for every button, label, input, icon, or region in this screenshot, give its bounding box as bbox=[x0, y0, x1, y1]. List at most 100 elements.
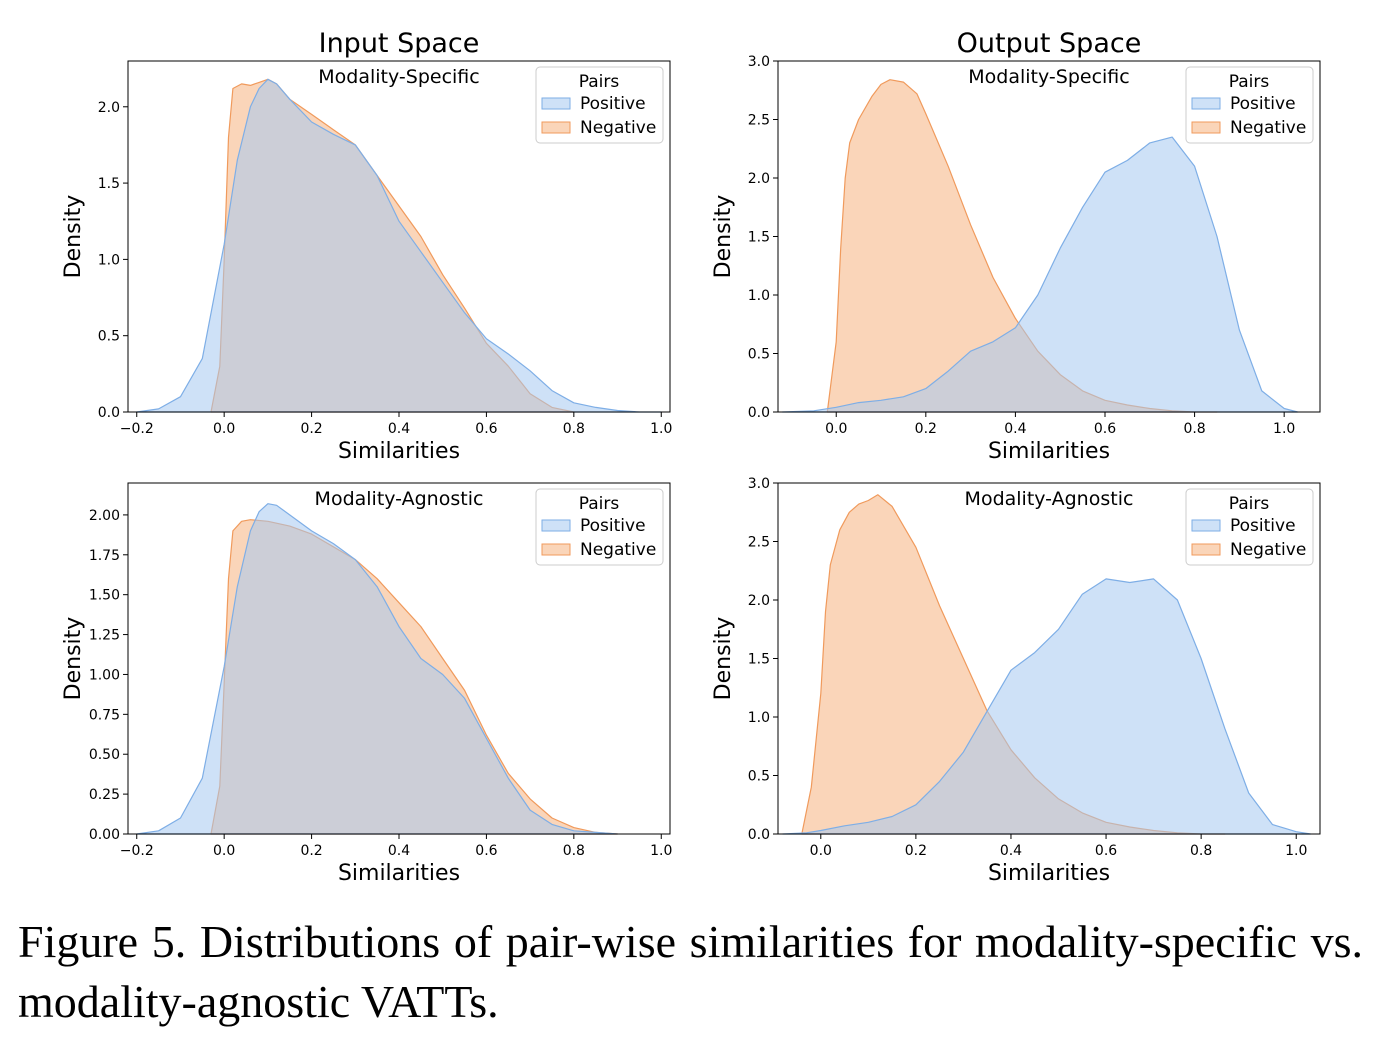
y-tick-label: 0.0 bbox=[98, 405, 120, 421]
legend-label-positive: Positive bbox=[1230, 516, 1296, 536]
x-tick-label: 0.6 bbox=[475, 843, 497, 859]
legend-label-positive: Positive bbox=[1230, 94, 1296, 114]
y-tick-label: 0.50 bbox=[89, 747, 120, 763]
y-tick-label: 2.5 bbox=[748, 113, 770, 129]
legend-label-negative: Negative bbox=[1230, 540, 1306, 560]
x-tick-label: 0.2 bbox=[300, 843, 322, 859]
y-tick-label: 0.5 bbox=[748, 769, 770, 785]
y-tick-label: 0.75 bbox=[89, 707, 120, 723]
positive-density-area bbox=[782, 578, 1312, 835]
legend-title: Pairs bbox=[1229, 494, 1270, 514]
x-tick-label: 0.0 bbox=[810, 843, 832, 859]
y-tick-label: 1.0 bbox=[748, 710, 770, 726]
legend-swatch-positive bbox=[541, 97, 571, 110]
y-tick-label: 1.50 bbox=[89, 588, 120, 604]
y-tick-label: 1.25 bbox=[89, 628, 120, 644]
x-tick-label: 1.0 bbox=[650, 421, 672, 437]
x-tick-label: 0.6 bbox=[1095, 843, 1117, 859]
y-tick-label: 0.0 bbox=[748, 827, 770, 843]
x-tick-label: 0.4 bbox=[388, 421, 410, 437]
y-axis-label: Density bbox=[61, 617, 86, 701]
y-tick-label: 0.00 bbox=[89, 827, 120, 843]
chart-input-agnostic: −0.2 0.0 0.2 0.4 0.6 0.8 1.0 0.00 0.25 0.50 0.75 1.… bbox=[61, 482, 672, 886]
legend-title: Pairs bbox=[1229, 72, 1270, 92]
legend-swatch-positive bbox=[541, 519, 571, 532]
legend-swatch-negative bbox=[1191, 121, 1221, 134]
figure-svg: Input Space Output Space −0.2 0.0 0.2 0.4 0.… bbox=[61, 28, 1321, 886]
y-tick-label: 0.0 bbox=[748, 405, 770, 421]
x-tick-label: 0.4 bbox=[1004, 421, 1026, 437]
legend-label-positive: Positive bbox=[580, 94, 646, 114]
legend-label-negative: Negative bbox=[580, 118, 656, 138]
legend-title: Pairs bbox=[579, 494, 620, 514]
x-tick-label: 0.0 bbox=[213, 843, 235, 859]
x-tick-label: 0.8 bbox=[563, 421, 585, 437]
y-tick-label: 1.0 bbox=[98, 252, 120, 268]
x-tick-label: 0.6 bbox=[475, 421, 497, 437]
chart-title: Modality-Specific bbox=[968, 66, 1129, 88]
chart-panels: −0.2 0.0 0.2 0.4 0.6 0.8 1.00.00.51.01.52.0Sim… bbox=[61, 54, 1321, 886]
x-tick-label: 1.0 bbox=[1285, 843, 1307, 859]
legend-title: Pairs bbox=[579, 72, 620, 92]
x-tick-label: 0.8 bbox=[1190, 843, 1212, 859]
y-tick-label: 2.5 bbox=[748, 535, 770, 551]
y-axis-label: Density bbox=[61, 195, 86, 279]
legend-swatch-negative bbox=[541, 543, 571, 556]
y-tick-label: 0.25 bbox=[89, 787, 120, 803]
x-tick-label: −0.2 bbox=[120, 843, 154, 859]
chart-input-specific: −0.2 0.0 0.2 0.4 0.6 0.8 1.00.00.51.01.52.0Sim… bbox=[61, 60, 672, 464]
x-tick-label: 1.0 bbox=[1273, 421, 1295, 437]
x-axis-label: Similarities bbox=[338, 439, 460, 464]
legend-swatch-negative bbox=[1191, 543, 1221, 556]
x-tick-label: −0.2 bbox=[120, 421, 154, 437]
y-tick-label: 2.0 bbox=[748, 171, 770, 187]
figure-caption: Figure 5. Distributions of pair-wise sim… bbox=[18, 916, 1363, 1027]
x-tick-label: 0.4 bbox=[388, 843, 410, 859]
x-tick-label: 0.4 bbox=[1000, 843, 1022, 859]
y-tick-label: 1.00 bbox=[89, 667, 120, 683]
legend-swatch-negative bbox=[541, 121, 571, 134]
x-tick-label: 0.2 bbox=[300, 421, 322, 437]
x-tick-label: 0.6 bbox=[1094, 421, 1116, 437]
x-axis-label: Similarities bbox=[338, 861, 460, 886]
chart-output-specific: 0.0 0.2 0.4 0.6 0.8 1.0 0.0 0.5 1.0 1.5 2.0 2.5 3.0 S… bbox=[711, 54, 1321, 464]
x-tick-label: 0.2 bbox=[905, 843, 927, 859]
y-tick-label: 1.75 bbox=[89, 548, 120, 564]
x-tick-label: 0.8 bbox=[1183, 421, 1205, 437]
y-tick-label: 1.5 bbox=[98, 176, 120, 192]
x-axis-label: Similarities bbox=[988, 861, 1110, 886]
y-tick-label: 3.0 bbox=[748, 54, 770, 70]
column-title-output: Output Space bbox=[957, 28, 1142, 59]
y-tick-label: 0.5 bbox=[748, 347, 770, 363]
legend-label-negative: Negative bbox=[580, 540, 656, 560]
y-tick-label: 0.5 bbox=[98, 329, 120, 345]
chart-title: Modality-Specific bbox=[318, 66, 479, 88]
x-tick-label: 0.0 bbox=[213, 421, 235, 437]
column-title-input: Input Space bbox=[319, 28, 480, 59]
x-tick-label: 1.0 bbox=[650, 843, 672, 859]
x-tick-label: 0.0 bbox=[825, 421, 847, 437]
positive-density-area bbox=[136, 78, 662, 413]
y-tick-label: 2.0 bbox=[98, 100, 120, 116]
y-axis-label: Density bbox=[711, 617, 736, 701]
chart-output-agnostic: 0.0 0.2 0.4 0.6 0.8 1.0 0.0 0.5 1.0 1.5 2.0 2.5 3.0 S… bbox=[711, 476, 1321, 886]
y-tick-label: 1.5 bbox=[748, 230, 770, 246]
chart-title: Modality-Agnostic bbox=[315, 488, 484, 510]
positive-density-area bbox=[781, 136, 1299, 413]
legend-swatch-positive bbox=[1191, 97, 1221, 110]
y-tick-label: 1.5 bbox=[748, 652, 770, 668]
x-axis-label: Similarities bbox=[988, 439, 1110, 464]
x-tick-label: 0.8 bbox=[563, 843, 585, 859]
positive-density-area bbox=[136, 503, 619, 835]
legend-label-positive: Positive bbox=[580, 516, 646, 536]
chart-title: Modality-Agnostic bbox=[965, 488, 1134, 510]
y-tick-label: 2.0 bbox=[748, 593, 770, 609]
y-tick-label: 3.0 bbox=[748, 476, 770, 492]
y-tick-label: 2.00 bbox=[89, 508, 120, 524]
x-tick-label: 0.2 bbox=[915, 421, 937, 437]
y-tick-label: 1.0 bbox=[748, 288, 770, 304]
legend-swatch-positive bbox=[1191, 519, 1221, 532]
legend-label-negative: Negative bbox=[1230, 118, 1306, 138]
y-axis-label: Density bbox=[711, 195, 736, 279]
